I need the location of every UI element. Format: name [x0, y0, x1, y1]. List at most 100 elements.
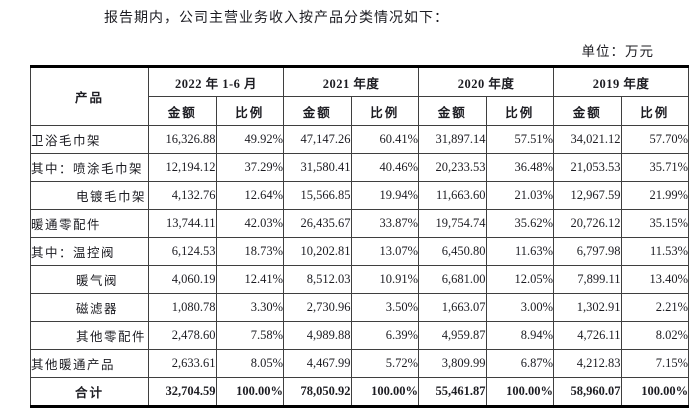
value-cell: 13,744.11	[148, 209, 217, 238]
header-ratio-2: 比例	[485, 96, 555, 126]
table-row: 暖通零配件 13,744.11 42.03% 26,435.67 33.87% 19,75…	[30, 209, 690, 238]
value-cell: 8,512.03	[283, 265, 352, 294]
value-cell: 4,959.87	[418, 321, 487, 350]
header-amount-2: 金额	[418, 96, 487, 126]
value-cell: 8.02%	[620, 321, 690, 350]
value-cell: 7.15%	[620, 349, 690, 378]
value-cell: 11.63%	[485, 237, 555, 266]
value-cell: 21.03%	[485, 181, 555, 210]
product-cell: 合计	[30, 377, 149, 407]
table-row: 其中：温控阀 6,124.53 18.73% 10,202.81 13.07% 6,450…	[30, 237, 690, 266]
value-cell: 1,302.91	[553, 293, 622, 322]
unit-label: 单位：万元	[581, 44, 654, 59]
value-cell: 6.87%	[485, 349, 555, 378]
product-cell: 其他零配件	[30, 321, 149, 350]
value-cell: 100.00%	[620, 377, 690, 407]
value-cell: 4,132.76	[148, 181, 217, 210]
revenue-by-product-table: 产品 2022 年 1-6 月 2021 年度 2020 年度 2019 年度 金额 比例金…	[30, 65, 690, 408]
value-cell: 36.48%	[485, 153, 555, 182]
value-cell: 12.41%	[215, 265, 285, 294]
value-cell: 2,478.60	[148, 321, 217, 350]
header-ratio-1: 比例	[350, 96, 420, 126]
value-cell: 12,194.12	[148, 153, 217, 182]
table-row: 磁滤器 1,080.78 3.30% 2,730.96 3.50% 1,663.07 3.0…	[30, 293, 690, 322]
total-row: 合计 32,704.59 100.00% 78,050.92 100.00% 55,461…	[30, 377, 690, 407]
table-row: 电镀毛巾架 4,132.76 12.64% 15,566.85 19.94% 11,663…	[30, 181, 690, 210]
value-cell: 58,960.07	[553, 377, 622, 407]
value-cell: 4,212.83	[553, 349, 622, 378]
value-cell: 47,147.26	[283, 125, 352, 154]
value-cell: 10.91%	[350, 265, 420, 294]
table-row: 其中：喷涂毛巾架 12,194.12 37.29% 31,580.41 40.46% 20…	[30, 153, 690, 182]
product-cell: 其中：温控阀	[30, 237, 149, 266]
value-cell: 2.21%	[620, 293, 690, 322]
value-cell: 7.58%	[215, 321, 285, 350]
product-cell: 其他暖通产品	[30, 349, 149, 378]
value-cell: 12,967.59	[553, 181, 622, 210]
value-cell: 1,080.78	[148, 293, 217, 322]
value-cell: 35.62%	[485, 209, 555, 238]
product-cell: 磁滤器	[30, 293, 149, 322]
value-cell: 3.50%	[350, 293, 420, 322]
header-amount-1: 金额	[283, 96, 352, 126]
header-amount-0: 金额	[148, 96, 217, 126]
value-cell: 2,730.96	[283, 293, 352, 322]
value-cell: 7,899.11	[553, 265, 622, 294]
value-cell: 100.00%	[215, 377, 285, 407]
value-cell: 33.87%	[350, 209, 420, 238]
header-period-0: 2022 年 1-6 月	[147, 66, 285, 97]
value-cell: 31,580.41	[283, 153, 352, 182]
value-cell: 60.41%	[350, 125, 420, 154]
value-cell: 6,681.00	[418, 265, 487, 294]
header-period-3: 2019 年度	[553, 66, 690, 97]
table-row: 其他暖通产品 2,633.61 8.05% 4,467.99 5.72% 3,809.99…	[30, 349, 690, 378]
value-cell: 11,663.60	[418, 181, 487, 210]
value-cell: 18.73%	[215, 237, 285, 266]
header-period-1: 2021 年度	[283, 66, 420, 97]
intro-paragraph: 报告期内，公司主营业务收入按产品分类情况如下：	[104, 11, 449, 26]
value-cell: 16,326.88	[148, 125, 217, 154]
value-cell: 1,663.07	[418, 293, 487, 322]
value-cell: 31,897.14	[418, 125, 487, 154]
value-cell: 6.39%	[350, 321, 420, 350]
value-cell: 11.53%	[620, 237, 690, 266]
value-cell: 4,726.11	[553, 321, 622, 350]
value-cell: 35.15%	[620, 209, 690, 238]
value-cell: 40.46%	[350, 153, 420, 182]
value-cell: 26,435.67	[283, 209, 352, 238]
value-cell: 10,202.81	[283, 237, 352, 266]
header-amount-3: 金额	[553, 96, 622, 126]
value-cell: 34,021.12	[553, 125, 622, 154]
value-cell: 19,754.74	[418, 209, 487, 238]
header-ratio-3: 比例	[620, 96, 690, 126]
value-cell: 3.30%	[215, 293, 285, 322]
value-cell: 12.64%	[215, 181, 285, 210]
product-cell: 暖气阀	[30, 265, 149, 294]
value-cell: 49.92%	[215, 125, 285, 154]
table-row: 卫浴毛巾架 16,326.88 49.92% 47,147.26 60.41% 31,89…	[30, 125, 690, 154]
value-cell: 37.29%	[215, 153, 285, 182]
value-cell: 4,060.19	[148, 265, 217, 294]
value-cell: 12.05%	[485, 265, 555, 294]
value-cell: 21.99%	[620, 181, 690, 210]
value-cell: 55,461.87	[418, 377, 487, 407]
value-cell: 8.05%	[215, 349, 285, 378]
value-cell: 42.03%	[215, 209, 285, 238]
table-row: 暖气阀 4,060.19 12.41% 8,512.03 10.91% 6,681.00 1…	[30, 265, 690, 294]
header-product: 产品	[30, 66, 149, 126]
value-cell: 35.71%	[620, 153, 690, 182]
header-ratio-0: 比例	[215, 96, 285, 126]
value-cell: 15,566.85	[283, 181, 352, 210]
value-cell: 6,450.80	[418, 237, 487, 266]
product-cell: 其中：喷涂毛巾架	[30, 153, 149, 182]
value-cell: 57.70%	[620, 125, 690, 154]
value-cell: 21,053.53	[553, 153, 622, 182]
value-cell: 32,704.59	[148, 377, 217, 407]
header-period-2: 2020 年度	[418, 66, 555, 97]
value-cell: 13.40%	[620, 265, 690, 294]
value-cell: 3,809.99	[418, 349, 487, 378]
product-cell: 电镀毛巾架	[30, 181, 149, 210]
value-cell: 78,050.92	[283, 377, 352, 407]
value-cell: 20,726.12	[553, 209, 622, 238]
